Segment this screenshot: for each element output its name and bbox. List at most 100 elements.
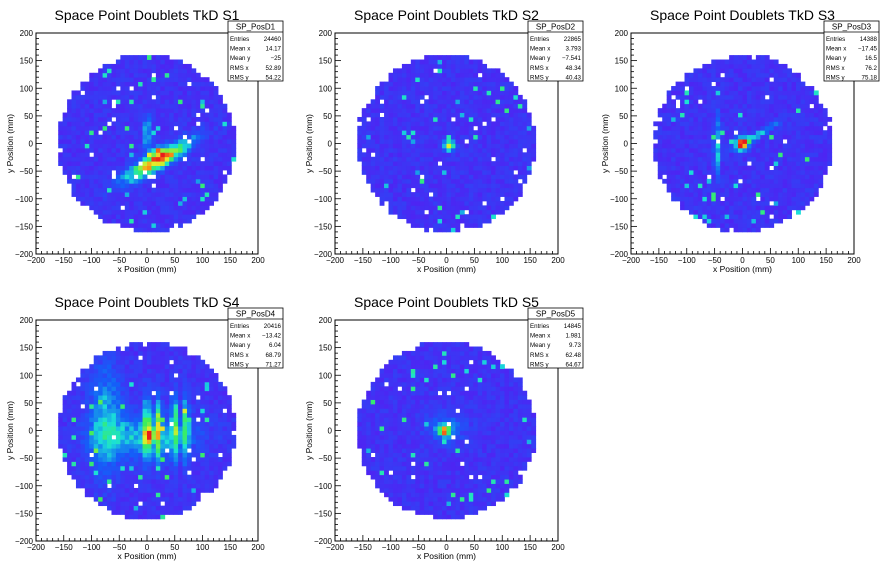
heatmap-cell (508, 116, 514, 122)
heatmap-cell (675, 130, 681, 136)
heatmap-cell (111, 496, 117, 502)
heatmap-cell (711, 170, 717, 175)
heatmap-cell (375, 156, 380, 162)
heatmap-cell (124, 430, 130, 436)
heatmap-cell (433, 209, 438, 215)
heatmap-cell (142, 174, 148, 180)
heatmap-cell (209, 174, 214, 180)
heatmap-cell (160, 465, 166, 471)
heatmap-cell (455, 63, 461, 69)
heatmap-cell (379, 183, 385, 189)
heatmap-cell (522, 121, 528, 127)
heatmap-cell (98, 116, 103, 122)
heatmap-cell (155, 430, 161, 436)
heatmap-cell (666, 161, 672, 166)
heatmap-cell (738, 170, 743, 175)
heatmap-cell (107, 108, 112, 113)
heatmap-cell (760, 178, 766, 184)
heatmap-cell (218, 134, 223, 140)
heatmap-cell (671, 192, 676, 197)
heatmap-cell (809, 187, 815, 193)
heatmap-cell (98, 170, 103, 175)
heatmap-cell (133, 492, 139, 498)
heatmap-cell (75, 143, 81, 149)
heatmap-cell (138, 77, 143, 83)
heatmap-cell (80, 439, 86, 445)
heatmap-cell (755, 116, 761, 122)
heatmap-cell (160, 116, 166, 122)
heatmap-cell (195, 116, 201, 122)
heatmap-cell (93, 121, 99, 127)
heatmap-cell (222, 130, 228, 136)
heatmap-cell (89, 426, 95, 431)
heatmap-cell (89, 72, 95, 78)
heatmap-cell (724, 94, 730, 100)
heatmap-cell (147, 399, 152, 405)
heatmap-cell (129, 412, 135, 418)
heatmap-cell (164, 121, 170, 127)
heatmap-cell (491, 112, 496, 118)
heatmap-cell (491, 143, 496, 149)
heatmap-cell (133, 59, 139, 65)
heatmap-cell (384, 90, 389, 96)
heatmap-cell (129, 408, 135, 414)
heatmap-cell (755, 139, 761, 144)
heatmap-cell (379, 200, 385, 206)
heatmap-cell (706, 103, 712, 109)
heatmap-cell (787, 94, 792, 100)
heatmap-cell (733, 121, 739, 127)
heatmap-cell (769, 86, 775, 91)
heatmap-cell (147, 434, 152, 440)
heatmap-cell (155, 59, 161, 65)
heatmap-cell (822, 161, 828, 166)
heatmap-cell (164, 452, 170, 458)
heatmap-cell (711, 147, 717, 153)
heatmap-cell (401, 116, 407, 122)
heatmap-cell (142, 426, 148, 431)
heatmap-cell (724, 112, 730, 118)
heatmap-cell (357, 147, 363, 153)
heatmap-cell (711, 205, 717, 211)
heatmap-cell (724, 103, 730, 109)
heatmap-cell (182, 439, 188, 445)
heatmap-cell (397, 165, 403, 171)
heatmap-cell (666, 125, 672, 131)
heatmap-cell (155, 457, 161, 462)
heatmap-cell (195, 209, 201, 215)
heatmap-cell (89, 77, 95, 83)
heatmap-cell (450, 227, 456, 233)
heatmap-cell (433, 72, 438, 78)
heatmap-cell (778, 103, 784, 109)
heatmap-cell (796, 143, 801, 149)
heatmap-cell (446, 196, 452, 202)
heatmap-cell (204, 121, 210, 127)
heatmap-cell (477, 130, 483, 136)
heatmap-cell (782, 103, 788, 109)
heatmap-cell (191, 116, 197, 122)
heatmap-cell (517, 192, 523, 197)
heatmap-cell (151, 474, 157, 480)
heatmap-cell (124, 381, 130, 387)
heatmap-cell (138, 223, 143, 228)
heatmap-cell (213, 152, 219, 158)
x-tick-label: 150 (819, 256, 833, 265)
heatmap-cell (401, 68, 407, 74)
heatmap-cell (410, 125, 416, 131)
heatmap-cell (491, 209, 496, 215)
heatmap-cell (437, 103, 443, 109)
heatmap-cell (401, 121, 407, 127)
heatmap-cell (822, 130, 828, 136)
heatmap-cell (89, 86, 95, 91)
heatmap-cell (115, 139, 121, 144)
heatmap-cell (98, 200, 103, 206)
heatmap-cell (706, 223, 712, 228)
heatmap-cell (151, 373, 157, 378)
heatmap-cell (115, 350, 121, 356)
heatmap-cell (178, 134, 183, 140)
heatmap-cell (729, 99, 734, 105)
heatmap-cell (715, 161, 721, 166)
heatmap-cell (751, 214, 757, 220)
heatmap-cell (195, 174, 201, 180)
heatmap-cell (107, 408, 112, 414)
heatmap-cell (455, 161, 461, 166)
